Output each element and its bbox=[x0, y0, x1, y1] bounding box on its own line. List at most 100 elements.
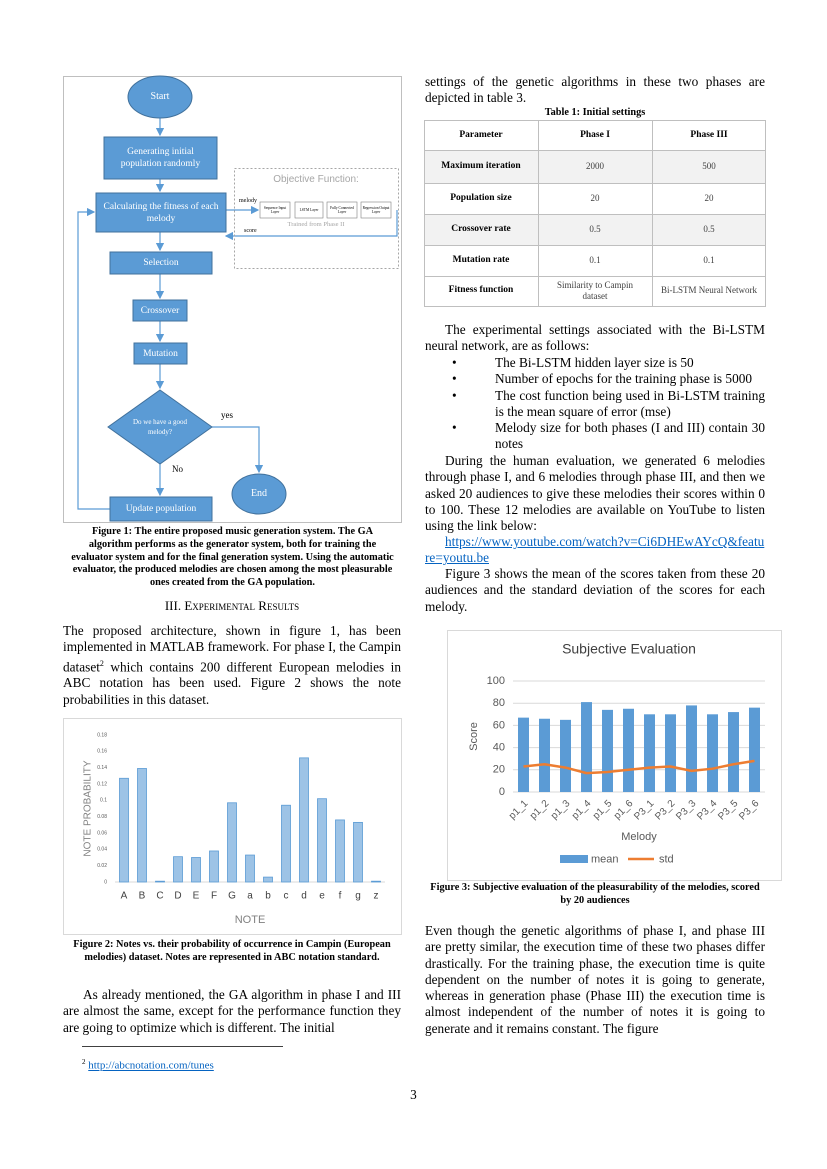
node-label: Update population bbox=[125, 504, 197, 514]
edge-label: No bbox=[172, 464, 183, 474]
y-tick-label: 60 bbox=[493, 719, 505, 731]
y-tick-label: 0.12 bbox=[97, 781, 107, 787]
y-tick-label: 0.06 bbox=[97, 830, 107, 836]
paragraph: Figure 3 shows the mean of the scores ta… bbox=[425, 566, 765, 614]
x-tick-label: P3_5 bbox=[716, 798, 741, 823]
footnote-link[interactable]: http://abcnotation.com/tunes bbox=[88, 1059, 214, 1072]
table-cell: 20 bbox=[704, 192, 714, 203]
line bbox=[523, 759, 755, 775]
bar bbox=[518, 717, 529, 792]
paragraph: settings of the genetic algorithms in th… bbox=[425, 74, 765, 106]
table-cell: Crossover rate bbox=[451, 223, 511, 234]
bar bbox=[263, 876, 273, 883]
table-header: Phase III bbox=[690, 129, 728, 140]
bullet-item: Melody size for both phases (I and III) … bbox=[452, 420, 765, 453]
bar bbox=[353, 821, 363, 883]
x-axis-label: NOTE bbox=[235, 914, 266, 926]
figure1-frame bbox=[63, 76, 402, 523]
y-axis-label: NOTE PROBABILITY bbox=[83, 760, 94, 856]
layer-label: Regression Output Layer bbox=[362, 205, 390, 215]
bullet-item: The Bi-LSTM hidden layer size is 50 bbox=[452, 355, 765, 372]
node-label: Selection bbox=[143, 258, 179, 268]
y-tick-label: 20 bbox=[493, 764, 505, 776]
y-tick-label: 0 bbox=[499, 786, 505, 798]
flow-arrows bbox=[77, 118, 398, 510]
y-tick-label: 0.16 bbox=[97, 749, 107, 755]
table-cell: Bi-LSTM Neural Network bbox=[661, 285, 757, 296]
page-number: 3 bbox=[410, 1087, 417, 1102]
bar bbox=[728, 712, 739, 792]
y-tick-label: 0.14 bbox=[97, 765, 107, 771]
x-tick-label: p1_5 bbox=[591, 798, 615, 822]
bullet-item: Number of epochs for the training phase … bbox=[452, 371, 765, 388]
bar bbox=[581, 702, 592, 792]
x-tick-label: E bbox=[193, 891, 200, 902]
objective-title: Objective Function: bbox=[273, 174, 359, 185]
bar bbox=[299, 757, 309, 883]
x-tick-label: P3_3 bbox=[674, 798, 699, 823]
link-paragraph: https://www.youtube.com/watch?v=Ci6DHEwA… bbox=[425, 534, 765, 567]
figure3-frame bbox=[447, 630, 782, 881]
x-tick-label: F bbox=[211, 891, 217, 902]
chart-title: Subjective Evaluation bbox=[562, 641, 696, 657]
x-tick-label: z bbox=[374, 891, 379, 902]
y-tick-label: 100 bbox=[487, 675, 505, 687]
y-tick-label: 0.18 bbox=[97, 732, 107, 738]
y-tick-label: 0.1 bbox=[100, 798, 107, 804]
node-label: Do we have a good melody? bbox=[132, 418, 188, 436]
bar bbox=[371, 880, 381, 883]
bar bbox=[245, 854, 255, 883]
x-tick-label: p1_1 bbox=[507, 798, 531, 822]
x-tick-label: p1_3 bbox=[549, 798, 573, 822]
bar bbox=[539, 718, 550, 792]
x-tick-label: C bbox=[156, 891, 163, 902]
layer-boxes bbox=[259, 201, 392, 219]
node-label: Crossover bbox=[140, 305, 180, 316]
table-cell: 0.1 bbox=[589, 254, 601, 265]
objective-note: Trained from Phase II bbox=[287, 221, 345, 228]
x-tick-label: D bbox=[174, 891, 181, 902]
table-caption: Table 1: Initial settings bbox=[544, 107, 646, 118]
paragraph: During the human evaluation, we generate… bbox=[425, 453, 765, 534]
x-axis-label: Melody bbox=[621, 831, 657, 843]
table-header: Phase I bbox=[580, 129, 610, 140]
x-tick-label: p1_2 bbox=[528, 798, 552, 822]
paragraph: The experimental settings associated wit… bbox=[425, 322, 765, 354]
bar bbox=[317, 798, 327, 883]
paragraph: The proposed architecture, shown in figu… bbox=[63, 623, 401, 708]
link[interactable]: https://www.youtube.com/watch?v=Ci6DHEwA… bbox=[425, 534, 765, 566]
table-cell: Similarity to Campin dataset bbox=[557, 279, 633, 302]
bar bbox=[335, 819, 345, 883]
figure-caption: Figure 2: Notes vs. their probability of… bbox=[73, 939, 391, 963]
table-cell: 0.5 bbox=[703, 223, 715, 234]
node-label: Calculating the fitness of each melody bbox=[103, 201, 219, 224]
x-tick-label: p1_4 bbox=[570, 798, 594, 822]
table-grid bbox=[424, 120, 766, 307]
bar bbox=[155, 880, 165, 883]
flow-shapes bbox=[95, 75, 287, 522]
figure2-frame bbox=[63, 718, 402, 935]
node-label: Start bbox=[150, 91, 170, 102]
text: The proposed architecture, shown in figu… bbox=[63, 623, 401, 675]
node-label: Generating initial population randomly bbox=[120, 147, 201, 169]
y-tick-label: 80 bbox=[493, 697, 505, 709]
objective-box bbox=[234, 168, 399, 269]
node-label: Mutation bbox=[143, 348, 178, 359]
footnote-mark: 2 bbox=[99, 658, 104, 668]
table-cell: 0.1 bbox=[703, 254, 715, 265]
bar bbox=[281, 804, 291, 883]
bullet-item: The cost function being used in Bi-LSTM … bbox=[452, 388, 765, 421]
y-tick-label: 0.08 bbox=[97, 814, 107, 820]
x-tick-label: A bbox=[121, 891, 128, 902]
legend-swatch bbox=[560, 855, 588, 863]
table-cell: 0.5 bbox=[589, 223, 601, 234]
edge-label: melody bbox=[239, 198, 257, 204]
bar bbox=[602, 709, 613, 792]
bar bbox=[665, 714, 676, 792]
x-tick-label: e bbox=[319, 891, 325, 902]
table-cell: Mutation rate bbox=[452, 254, 510, 265]
bullet-list: The Bi-LSTM hidden layer size is 50Numbe… bbox=[452, 355, 765, 453]
table-cell: 500 bbox=[702, 161, 716, 172]
paragraph: Even though the genetic algorithms of ph… bbox=[425, 923, 765, 1036]
